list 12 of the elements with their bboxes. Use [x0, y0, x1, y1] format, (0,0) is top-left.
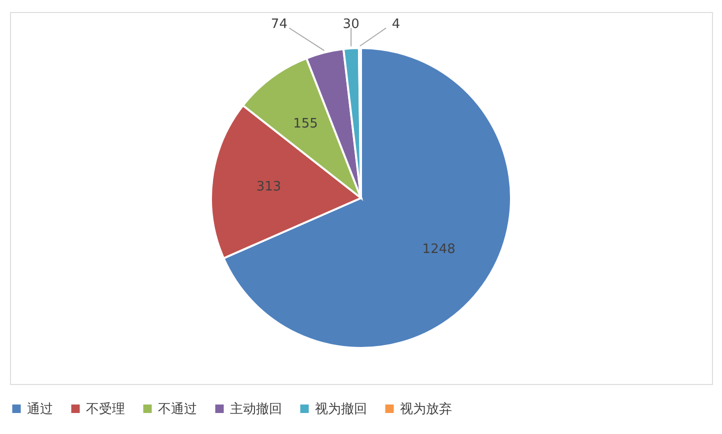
data-label: 313 [256, 179, 282, 194]
legend-label: 视为撤回 [315, 402, 367, 417]
data-label: 1248 [422, 242, 456, 257]
data-label: 74 [270, 17, 288, 32]
data-label: 155 [293, 116, 318, 132]
legend-label: 主动撤回 [230, 400, 282, 417]
legend-label: 不通过 [158, 402, 197, 417]
legend-label: 不受理 [86, 402, 125, 417]
data-label: 4 [392, 17, 400, 32]
legend-label: 视为放弃 [400, 400, 452, 417]
legend-label: 通过 [27, 402, 53, 417]
data-label: 30 [342, 17, 360, 32]
